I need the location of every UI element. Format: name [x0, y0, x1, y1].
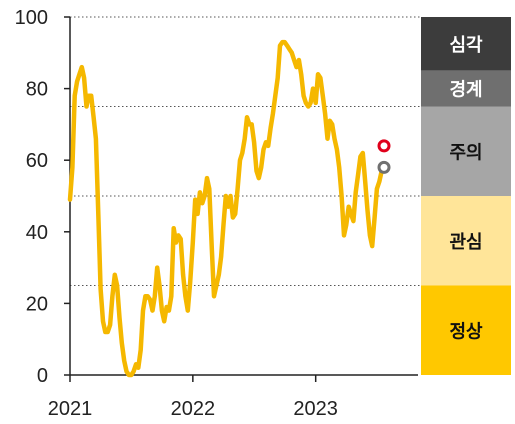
x-tick-label-2: 2023: [293, 398, 338, 420]
band-label-0: 심각: [449, 35, 483, 56]
y-tick-labels: 0 20 40 60 80 100: [15, 7, 70, 387]
x-tick-label-0: 2021: [48, 398, 93, 420]
series-line-0: [67, 39, 384, 378]
band-label-2: 주의: [449, 142, 482, 163]
band-3: [421, 196, 511, 286]
current-marker: [377, 139, 391, 153]
band-label-1: 경계: [449, 80, 482, 101]
y-tick-label-4: 80: [26, 79, 48, 101]
band-1: [421, 70, 511, 107]
band-label-3: 관심: [449, 232, 482, 253]
band-2: [421, 106, 511, 196]
y-tick-label-2: 40: [26, 222, 48, 244]
y-tick-label-5: 100: [15, 7, 48, 29]
y-tick-label-0: 0: [37, 365, 48, 387]
band-label-4: 정상: [449, 321, 483, 342]
series-layer: [67, 39, 384, 378]
x-tick-labels: 2021 2022 2023: [48, 375, 338, 420]
gridlines: [70, 16, 421, 286]
markers: [377, 139, 391, 174]
previous-marker: [377, 160, 391, 174]
x-tick-label-1: 2022: [171, 398, 216, 420]
y-tick-label-1: 20: [26, 293, 48, 315]
y-tick-label-3: 60: [26, 150, 48, 172]
band-4: [421, 285, 511, 375]
band-0: [421, 17, 511, 71]
